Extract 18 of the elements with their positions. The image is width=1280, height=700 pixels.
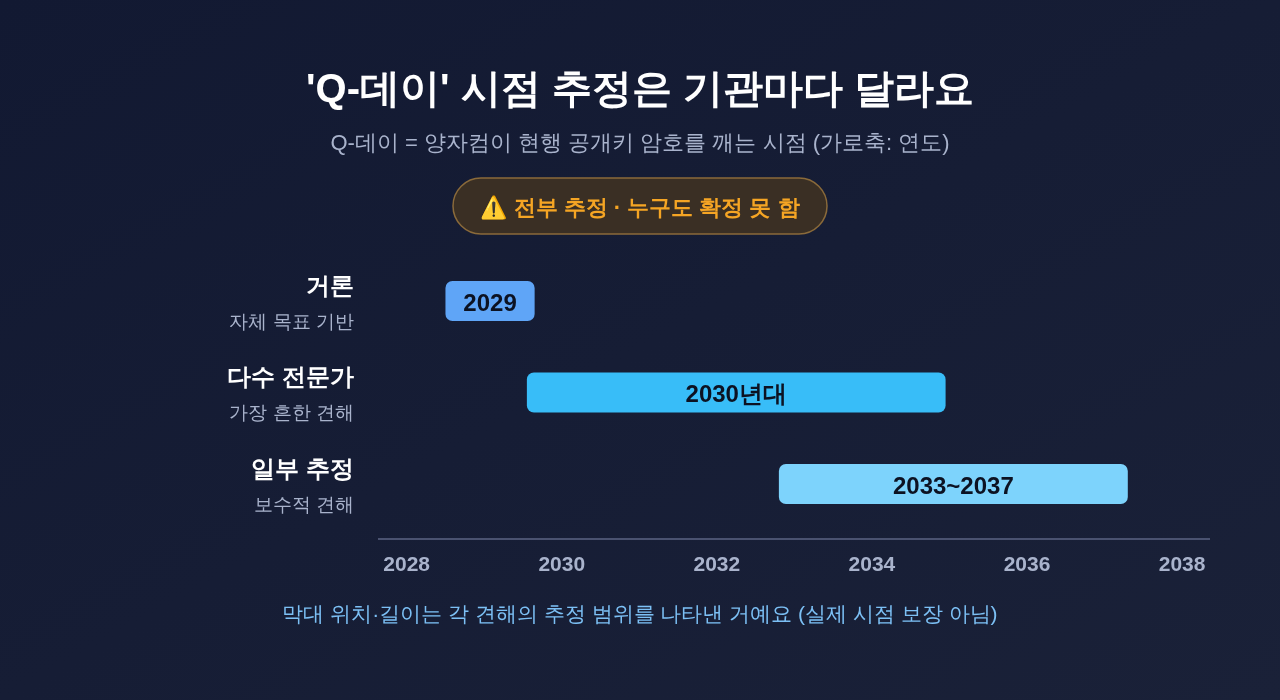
chart-title: 'Q-데이' 시점 추정은 기관마다 달라요 xyxy=(306,66,974,110)
y-tick-label: 일부 추정 보수적 견해 xyxy=(251,454,354,515)
annotation: 2029 xyxy=(463,288,517,316)
chart-subtitle: Q-데이 = 양자컴이 현행 공개키 암호를 깨는 시점 (가로축: 연도) xyxy=(330,129,950,155)
x-tick-label: 2030 xyxy=(538,551,586,575)
x-tick-label: 2028 xyxy=(383,551,431,575)
annotation: 2030년대 xyxy=(685,380,787,407)
x-tick-label: 2034 xyxy=(848,551,896,575)
y-tick-label: 거론 자체 목표 기반 xyxy=(229,271,354,332)
x-tick-label: 2038 xyxy=(1158,551,1206,575)
y-tick-label: 다수 전문가 가장 흔한 견해 xyxy=(227,363,354,423)
bar xyxy=(526,372,946,413)
bar xyxy=(778,464,1128,504)
x-tick-label: 2036 xyxy=(1003,551,1051,575)
text: 막대 위치·길이는 각 견해의 추정 범위를 나타낸 거예요 (실제 시점 보장 아님) xyxy=(282,601,998,625)
x-tick-label: 2032 xyxy=(693,551,741,575)
text: ⚠ 전부 추정 · 누구도 확정 못 함 xyxy=(480,194,800,220)
annotation: 2033~2037 xyxy=(892,471,1014,499)
